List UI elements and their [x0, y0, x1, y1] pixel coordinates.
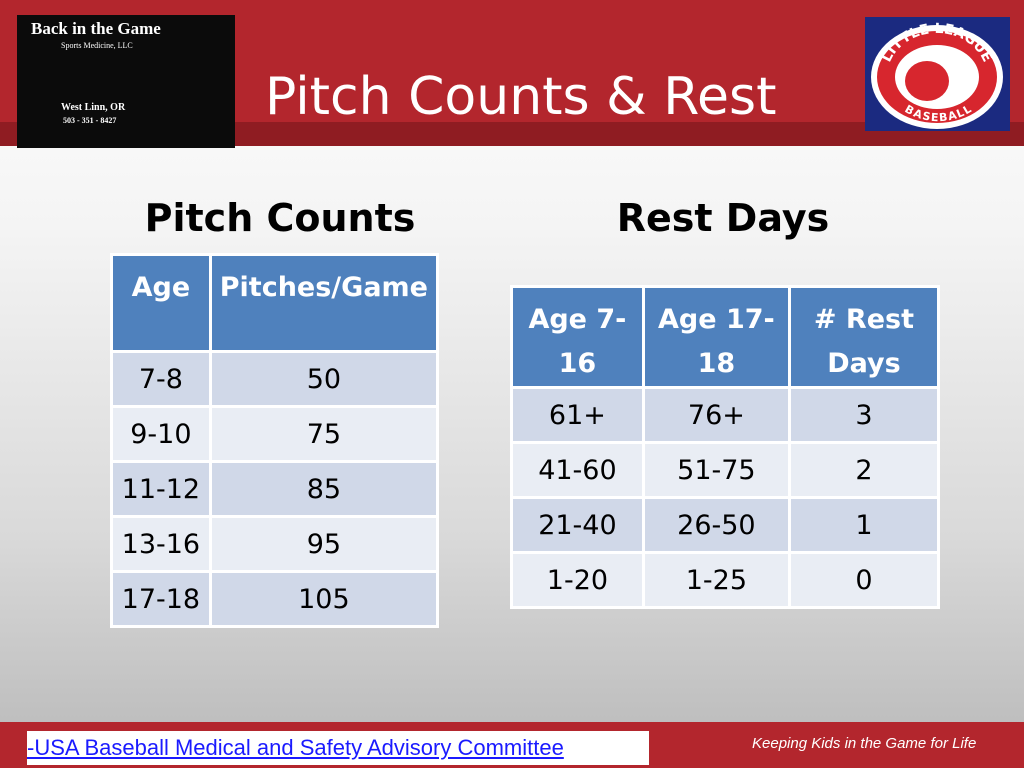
table-cell: 11-12: [110, 460, 212, 518]
table-cell: 61+: [510, 386, 645, 444]
logo-phone: 503 - 351 - 8427: [63, 116, 117, 125]
table-row: 17-18 105: [110, 570, 440, 628]
clinic-logo: Back in the Game Sports Medicine, LLC We…: [17, 15, 235, 148]
table-cell: 9-10: [110, 405, 212, 463]
column-header: Age 17-18: [641, 285, 791, 389]
table-cell: 21-40: [510, 496, 645, 554]
column-header: Pitches/Game: [208, 253, 440, 353]
table-cell: 3: [787, 386, 941, 444]
table-cell: 76+: [641, 386, 791, 444]
table-cell: 26-50: [641, 496, 791, 554]
table-cell: 1-25: [641, 551, 791, 609]
rest-days-table: Age 7-16 Age 17-18 # Rest Days 61+ 76+ 3 41-60…: [510, 285, 941, 609]
header-row: Age 7-16 Age 17-18 # Rest Days: [510, 285, 941, 389]
table-cell: 0: [787, 551, 941, 609]
pitch-counts-heading: Pitch Counts: [144, 196, 416, 240]
slide-title: Pitch Counts & Rest: [265, 67, 777, 127]
logo-subtitle: Sports Medicine, LLC: [61, 41, 133, 50]
column-header: Age: [110, 253, 212, 353]
logo-location: West Linn, OR: [61, 102, 126, 113]
table-row: 21-40 26-50 1: [510, 496, 941, 554]
pitch-counts-table: Age Pitches/Game 7-8 50 9-10 75 11-12 85 13-16 95…: [110, 253, 440, 628]
league-logo: LITTLE LEAGUE BASEBALL: [865, 17, 1010, 131]
table-cell: 85: [208, 460, 440, 518]
table-cell: 41-60: [510, 441, 645, 499]
source-link[interactable]: -USA Baseball Medical and Safety Advisor…: [27, 731, 649, 765]
table-cell: 2: [787, 441, 941, 499]
table-row: 1-20 1-25 0: [510, 551, 941, 609]
logo-ball: [905, 61, 949, 101]
header-row: Age Pitches/Game: [110, 253, 440, 353]
table-row: 13-16 95: [110, 515, 440, 573]
table-cell: 7-8: [110, 350, 212, 408]
table-row: 9-10 75: [110, 405, 440, 463]
column-header: # Rest Days: [787, 285, 941, 389]
tagline: Keeping Kids in the Game for Life: [752, 735, 977, 752]
table-cell: 95: [208, 515, 440, 573]
table-cell: 17-18: [110, 570, 212, 628]
column-header: Age 7-16: [510, 285, 645, 389]
table-cell: 75: [208, 405, 440, 463]
table-row: 61+ 76+ 3: [510, 386, 941, 444]
table-row: 11-12 85: [110, 460, 440, 518]
rest-days-heading: Rest Days: [616, 196, 830, 240]
table-row: 7-8 50: [110, 350, 440, 408]
table-row: 41-60 51-75 2: [510, 441, 941, 499]
logo-name: Back in the Game: [31, 19, 161, 38]
table-cell: 13-16: [110, 515, 212, 573]
table-cell: 51-75: [641, 441, 791, 499]
table-cell: 105: [208, 570, 440, 628]
table-cell: 50: [208, 350, 440, 408]
table-cell: 1: [787, 496, 941, 554]
table-cell: 1-20: [510, 551, 645, 609]
